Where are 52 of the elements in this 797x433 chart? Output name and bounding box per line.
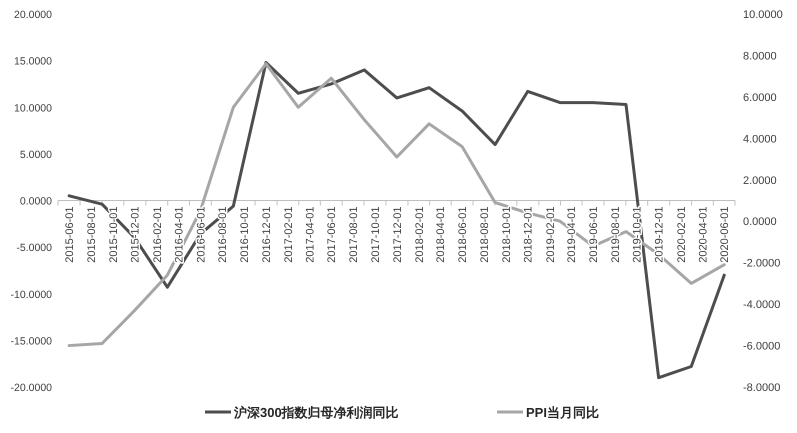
y2-tick-label: -4.0000 bbox=[743, 299, 780, 312]
y-tick-label: 5.0000 bbox=[20, 148, 52, 161]
y2-tick-label: 8.0000 bbox=[743, 50, 777, 62]
y2-tick-label: 0.0000 bbox=[743, 216, 777, 228]
y2-tick-label: 6.0000 bbox=[743, 92, 777, 104]
y2-tick-label: 2.0000 bbox=[743, 174, 777, 187]
x-tick-label: 2018-06-01 bbox=[457, 206, 470, 263]
y2-tick-label: -6.0000 bbox=[743, 340, 780, 353]
y2-tick-label: -2.0000 bbox=[743, 258, 780, 270]
x-tick-label: 2016-02-01 bbox=[152, 206, 164, 263]
x-tick-label: 2017-02-01 bbox=[283, 206, 296, 263]
legend-label: PPI当月同比 bbox=[526, 405, 599, 420]
x-tick-label: 2018-02-01 bbox=[414, 206, 426, 263]
x-tick-label: 2020-02-01 bbox=[676, 206, 688, 263]
x-tick-label: 2019-02-01 bbox=[544, 206, 557, 263]
y2-tick-label: 10.0000 bbox=[743, 9, 783, 21]
x-tick-label: 2019-06-01 bbox=[588, 206, 600, 263]
x-tick-label: 2015-12-01 bbox=[130, 206, 142, 263]
y-tick-label: -15.0000 bbox=[10, 335, 52, 348]
x-tick-label: 2019-10-01 bbox=[632, 206, 644, 263]
x-tick-label: 2016-10-01 bbox=[239, 206, 252, 263]
y-tick-label: -10.0000 bbox=[10, 288, 52, 301]
y-tick-label: -5.0000 bbox=[16, 242, 52, 254]
legend-label: 沪深300指数归母净利润同比 bbox=[233, 405, 399, 420]
x-tick-label: 2020-04-01 bbox=[697, 206, 710, 263]
x-tick-label: 2016-12-01 bbox=[260, 206, 273, 263]
x-tick-label: 2018-08-01 bbox=[478, 206, 491, 263]
y2-tick-label: 4.0000 bbox=[743, 133, 777, 146]
x-tick-label: 2015-10-01 bbox=[108, 206, 120, 263]
x-tick-label: 2018-12-01 bbox=[522, 206, 535, 263]
x-tick-label: 2020-06-01 bbox=[719, 206, 732, 263]
x-tick-label: 2018-10-01 bbox=[500, 206, 513, 263]
y-tick-label: 0.0000 bbox=[20, 196, 52, 208]
x-tick-label: 2016-06-01 bbox=[195, 206, 208, 263]
y-tick-label: -20.0000 bbox=[10, 382, 52, 394]
x-tick-label: 2017-12-01 bbox=[392, 206, 404, 263]
x-tick-label: 2019-08-01 bbox=[610, 206, 622, 263]
x-tick-label: 2016-08-01 bbox=[217, 206, 230, 263]
x-tick-label: 2017-08-01 bbox=[348, 206, 360, 263]
y-tick-label: 10.0000 bbox=[14, 102, 52, 114]
y-tick-label: 15.0000 bbox=[14, 56, 52, 68]
x-tick-label: 2018-04-01 bbox=[435, 206, 448, 263]
x-tick-label: 2019-04-01 bbox=[566, 206, 578, 263]
x-tick-label: 2017-10-01 bbox=[370, 206, 382, 263]
x-tick-label: 2019-12-01 bbox=[654, 206, 666, 263]
y-tick-label: 20.0000 bbox=[14, 9, 52, 21]
x-tick-label: 2017-04-01 bbox=[304, 206, 316, 263]
x-tick-label: 2015-08-01 bbox=[86, 206, 98, 263]
x-tick-label: 2017-06-01 bbox=[326, 206, 338, 263]
x-tick-label: 2015-06-01 bbox=[64, 206, 76, 263]
y2-tick-label: -8.0000 bbox=[743, 382, 780, 394]
x-tick-label: 2016-04-01 bbox=[173, 206, 186, 263]
